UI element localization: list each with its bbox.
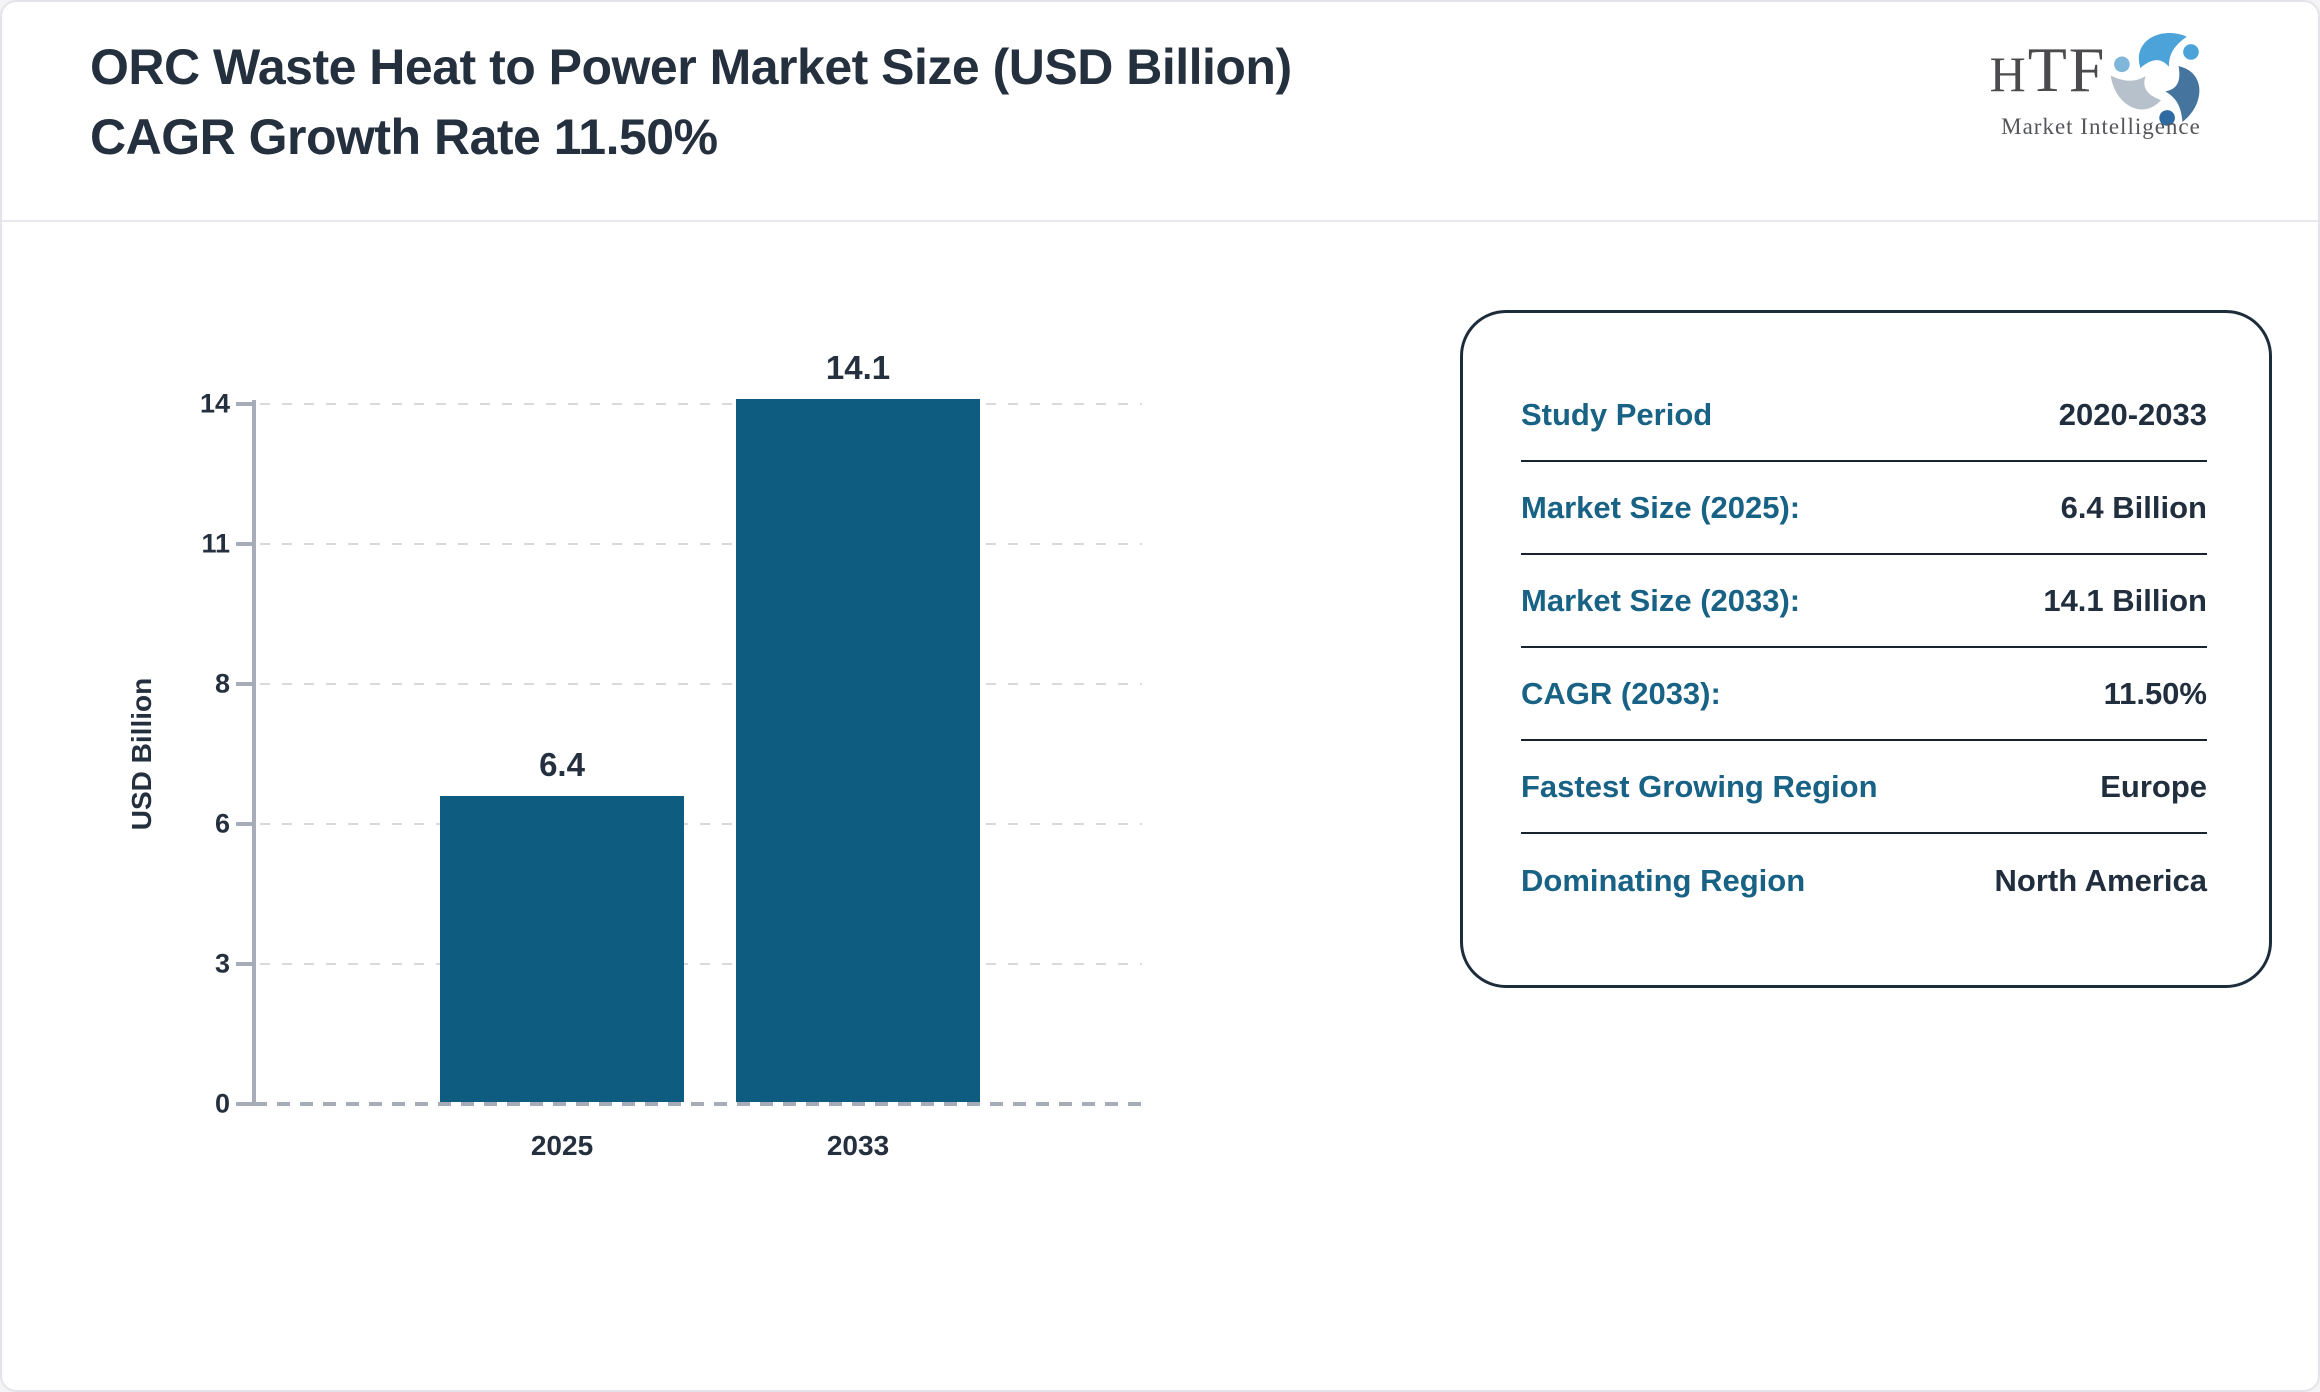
page-title: ORC Waste Heat to Power Market Size (USD… xyxy=(90,39,1292,165)
y-tick-mark-3 xyxy=(236,962,254,966)
bar-value-2025: 6.4 xyxy=(539,746,585,783)
y-tick-label-8: 8 xyxy=(214,668,230,699)
y-tick-label-6: 6 xyxy=(214,808,230,839)
swirl-figures-icon xyxy=(2111,33,2200,126)
y-tick-mark-11 xyxy=(236,542,254,546)
y-tick-label-11: 11 xyxy=(201,528,230,559)
panel-row-value: 6.4 Billion xyxy=(2060,489,2207,525)
gridline-3 xyxy=(260,963,1142,965)
panel-row: CAGR (2033): 11.50% xyxy=(1521,648,2207,741)
x-tick-label-2033: 2033 xyxy=(826,1130,890,1161)
panel-row: Market Size (2025): 6.4 Billion xyxy=(1521,462,2207,555)
brand-logo: HTF Market Inte xyxy=(1936,24,2266,140)
panel-row-value: North America xyxy=(1994,862,2207,898)
panel-row-value: 11.50% xyxy=(2103,675,2207,711)
x-axis-baseline xyxy=(254,1102,1142,1106)
y-tick-mark-8 xyxy=(236,682,254,686)
panel-row: Market Size (2033): 14.1 Billion xyxy=(1521,555,2207,648)
bar-2025 xyxy=(440,796,684,1104)
y-tick-mark-6 xyxy=(236,822,254,826)
gridline-14 xyxy=(260,403,1142,405)
panel-row-label: CAGR (2033): xyxy=(1521,675,1721,711)
panel-row: Fastest Growing Region Europe xyxy=(1521,741,2207,834)
panel-row-value: 14.1 Billion xyxy=(2043,582,2207,618)
bar-value-2033: 14.1 xyxy=(825,349,891,387)
panel-row-label: Fastest Growing Region xyxy=(1521,768,1878,804)
gridline-6 xyxy=(260,823,1142,825)
panel-row-value: Europe xyxy=(2100,768,2207,804)
panel-row-label: Market Size (2033): xyxy=(1521,582,1801,618)
y-tick-label-14: 14 xyxy=(199,388,230,419)
header-divider xyxy=(2,220,2318,222)
summary-panel: Study Period 2020-2033 Market Size (2025):… xyxy=(1460,310,2272,988)
bar-2033 xyxy=(736,399,980,1104)
y-axis-title: USD Billion xyxy=(126,677,157,831)
gridline-11 xyxy=(260,543,1142,545)
panel-row-label: Dominating Region xyxy=(1521,862,1806,898)
y-tick-label-3: 3 xyxy=(214,948,230,979)
panel-row: Study Period 2020-2033 xyxy=(1521,369,2207,462)
panel-row-label: Market Size (2025): xyxy=(1521,489,1801,525)
panel-row-value: 2020-2033 xyxy=(2058,396,2207,432)
x-tick-label-2025: 2025 xyxy=(530,1130,594,1161)
panel-row-label: Study Period xyxy=(1521,396,1713,432)
y-tick-mark-0 xyxy=(236,1102,254,1106)
y-tick-mark-14 xyxy=(236,402,254,406)
y-axis-line xyxy=(252,400,256,1106)
brand-name: HTF xyxy=(1989,34,2107,105)
gridline-8 xyxy=(260,683,1142,685)
panel-row: Dominating Region North America xyxy=(1521,834,2207,927)
brand-tagline: Market Intelligence xyxy=(2001,114,2201,139)
y-tick-label-0: 0 xyxy=(214,1088,230,1119)
